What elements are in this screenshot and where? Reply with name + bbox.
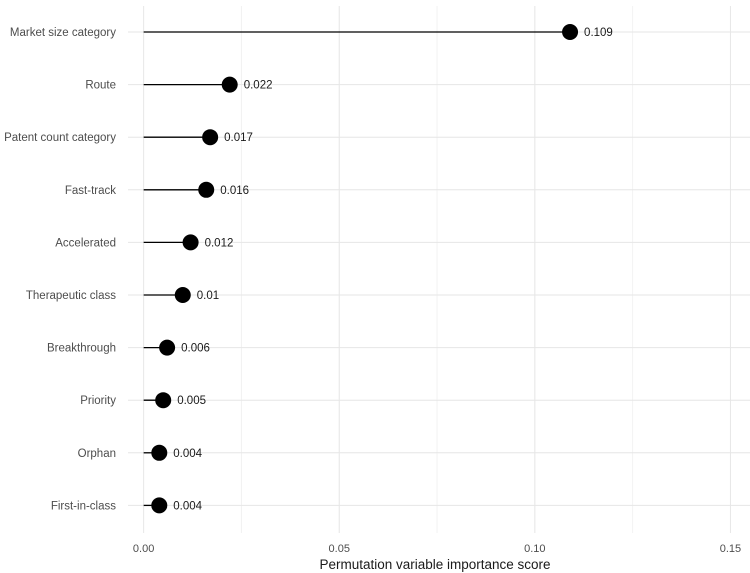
plot-marks [143, 24, 579, 514]
value-label: 0.022 [244, 80, 273, 92]
lollipop-point [182, 234, 199, 251]
y-category-label: First-in-class [51, 500, 116, 512]
y-category-label: Accelerated [55, 237, 116, 249]
lollipop-point [202, 129, 219, 146]
y-category-label: Therapeutic class [26, 290, 116, 302]
lollipop-point [159, 339, 176, 356]
x-tick-label: 0.00 [133, 543, 154, 555]
value-label: 0.012 [205, 237, 234, 249]
y-category-label: Market size category [10, 27, 116, 39]
x-tick-label: 0.15 [720, 543, 741, 555]
value-label: 0.016 [220, 185, 249, 197]
value-label: 0.017 [224, 132, 253, 144]
value-label: 0.006 [181, 343, 210, 355]
value-label: 0.005 [177, 395, 206, 407]
x-axis-title: Permutation variable importance score [319, 557, 550, 572]
value-label: 0.004 [173, 500, 202, 512]
lollipop-point [155, 392, 172, 409]
y-category-label: Breakthrough [47, 343, 116, 355]
y-category-label: Orphan [78, 448, 116, 460]
value-label: 0.109 [584, 27, 613, 39]
axis-labels: 0.00 0.05 0.10 0.15 Market size category 0.10… [4, 27, 741, 555]
value-label: 0.004 [173, 448, 202, 460]
y-category-label: Fast-track [65, 185, 116, 197]
y-category-label: Route [85, 80, 116, 92]
y-category-label: Priority [80, 395, 116, 407]
lollipop-point [221, 76, 238, 93]
lollipop-point [151, 444, 168, 461]
lollipop-point [198, 181, 215, 198]
lollipop-point [151, 497, 168, 514]
grid [128, 6, 750, 533]
y-category-label: Patent count category [4, 132, 116, 144]
x-tick-label: 0.10 [524, 543, 545, 555]
value-label: 0.01 [197, 290, 219, 302]
lollipop-point [562, 24, 579, 40]
lollipop-point [174, 287, 191, 303]
x-tick-label: 0.05 [329, 543, 350, 555]
